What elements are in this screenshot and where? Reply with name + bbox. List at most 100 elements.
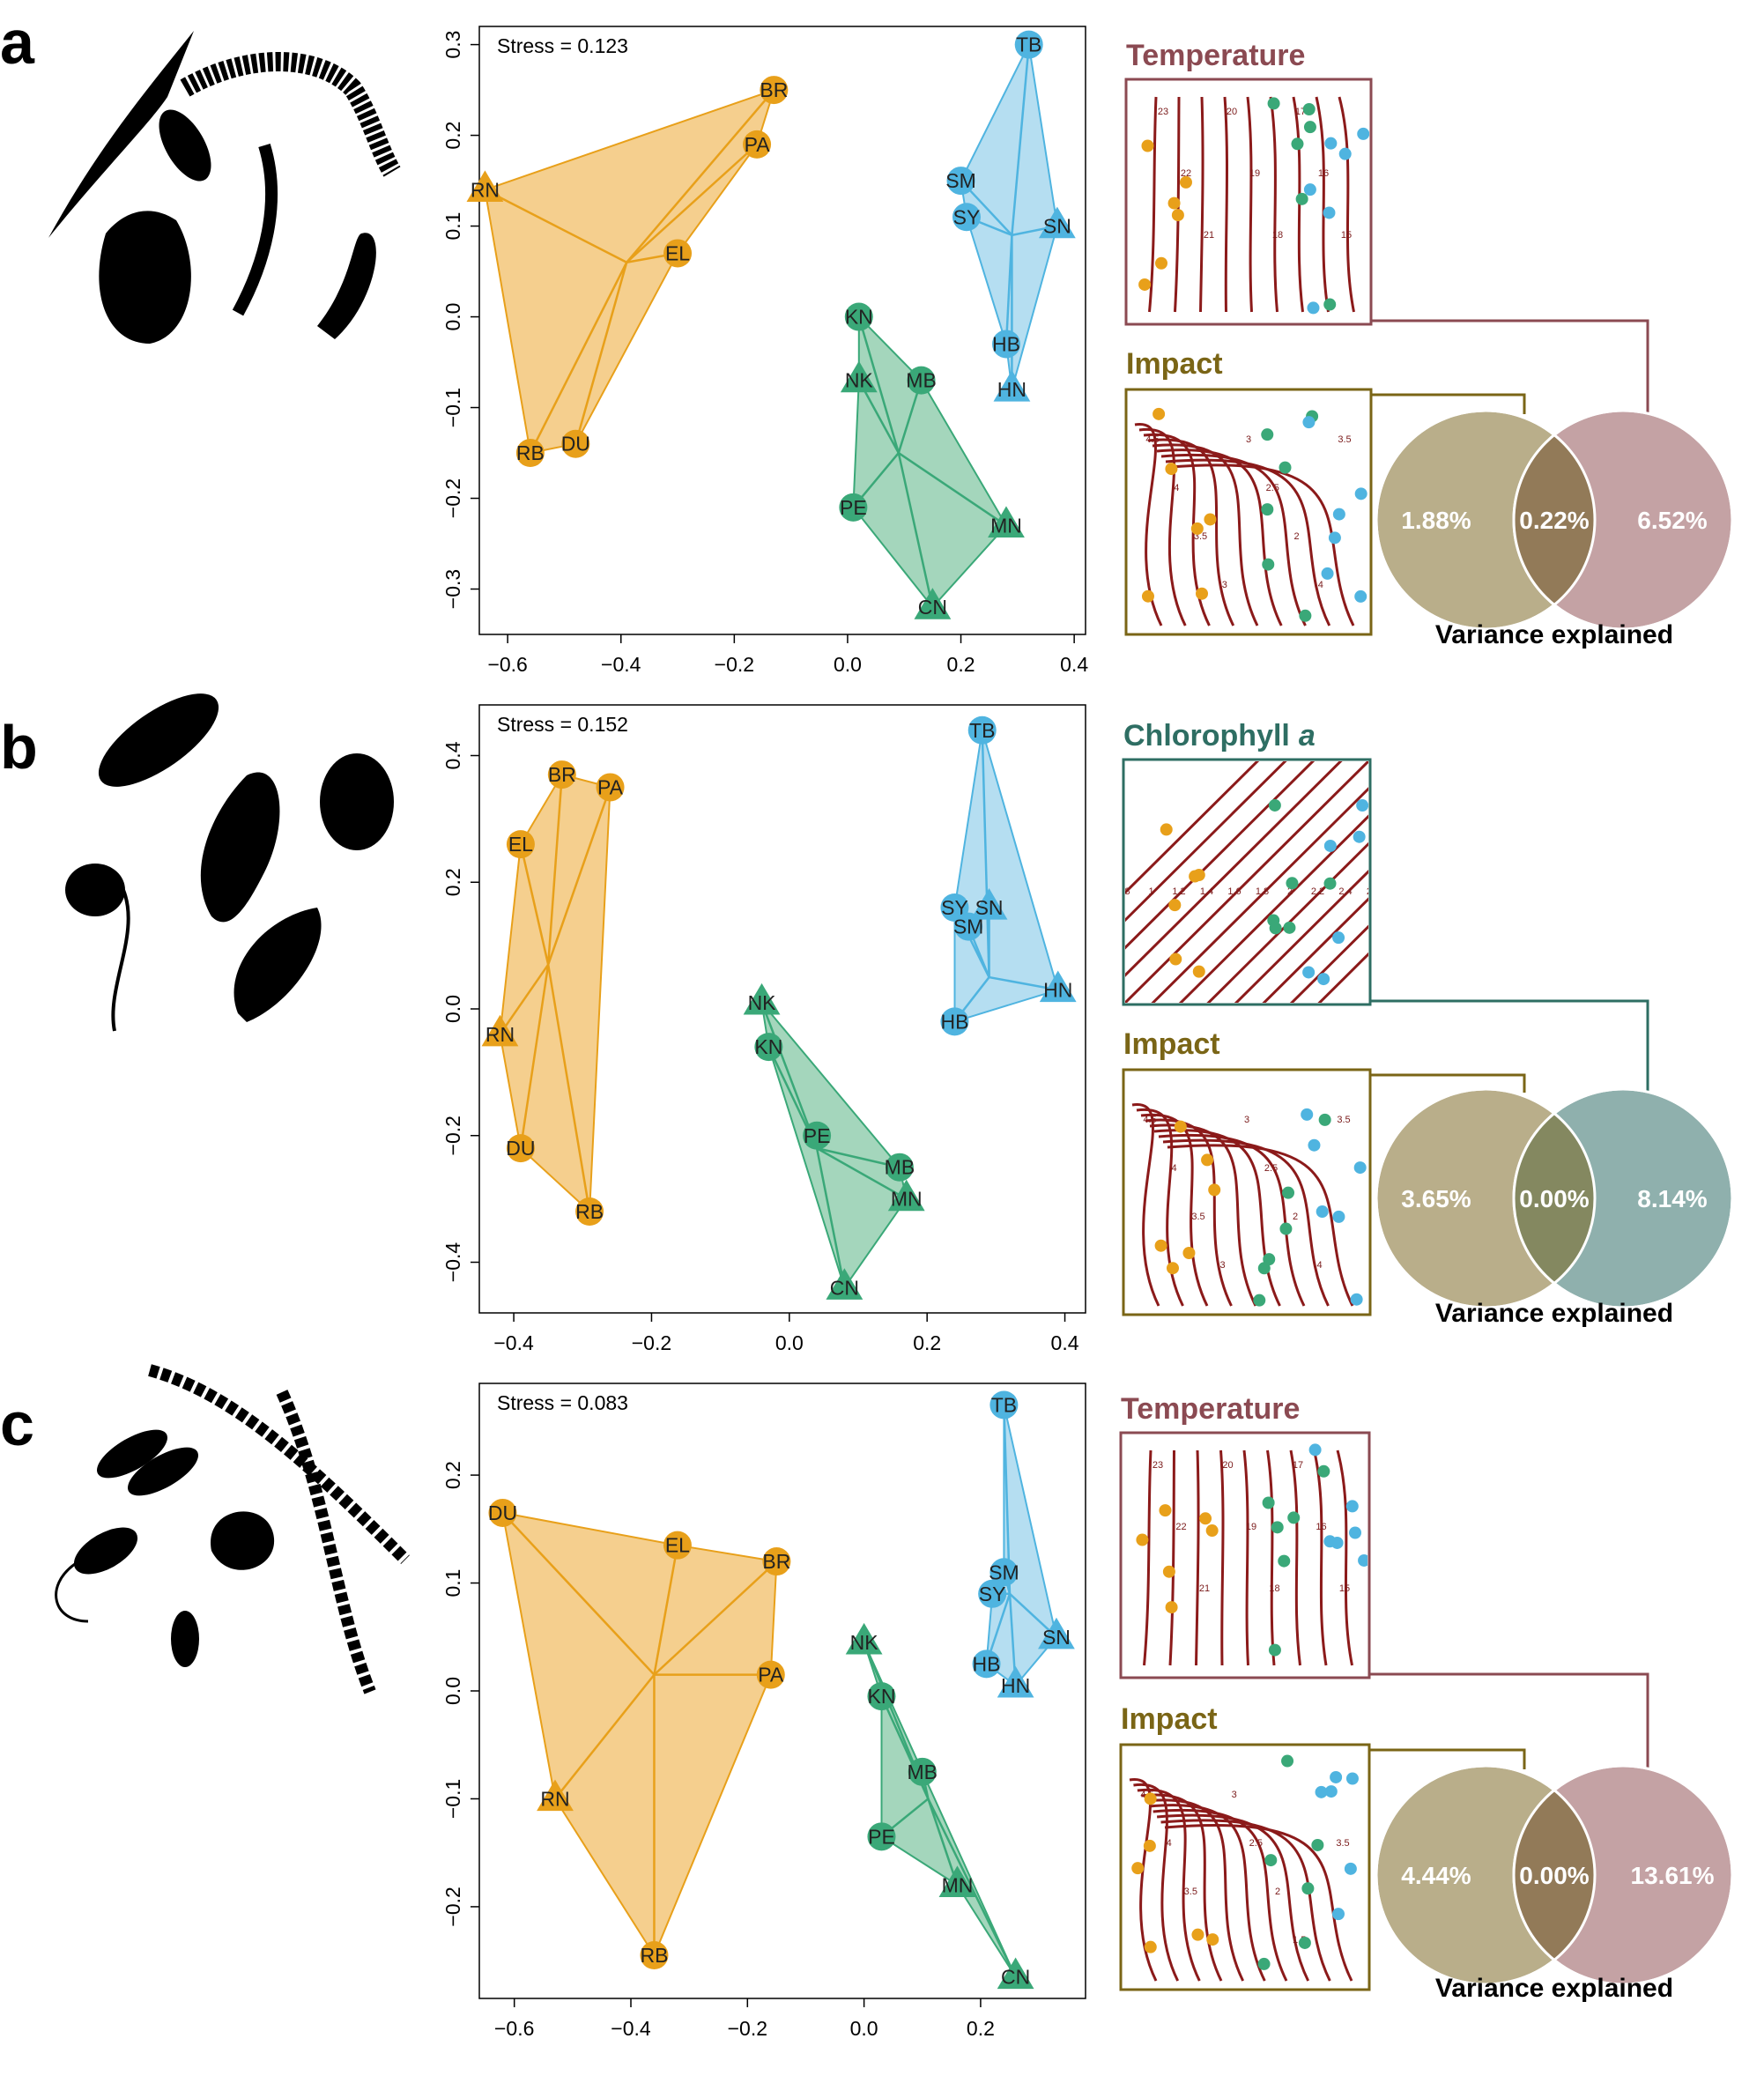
site-label: DU bbox=[561, 433, 590, 456]
site-label: PE bbox=[840, 496, 867, 519]
site-label: PE bbox=[804, 1124, 831, 1147]
site-dot bbox=[1301, 1108, 1314, 1121]
site-point-circle bbox=[967, 715, 997, 745]
site-dot bbox=[1199, 1512, 1212, 1525]
y-tick-label: 0.2 bbox=[441, 868, 464, 896]
site-point-circle bbox=[885, 1153, 914, 1182]
site-dot bbox=[1162, 1565, 1175, 1578]
panel-letter: a bbox=[0, 8, 35, 77]
venn-caption: Variance explained bbox=[1435, 1974, 1673, 2003]
site-label: MN bbox=[942, 1873, 974, 1896]
contour-label: 3 bbox=[1246, 434, 1251, 445]
top-map-title: Temperature bbox=[1121, 1392, 1300, 1426]
copepod-body-icon bbox=[159, 109, 211, 182]
spider-line bbox=[1009, 1592, 1057, 1638]
venn-outline bbox=[1375, 1087, 1597, 1309]
site-label: NK bbox=[850, 1631, 879, 1654]
site-label: SN bbox=[1042, 1626, 1071, 1649]
tunicate-icon bbox=[99, 211, 191, 344]
spider-line bbox=[898, 451, 1007, 527]
site-label: RB bbox=[575, 1200, 604, 1223]
green-group: NK KN MB PE MN CN bbox=[845, 1622, 1034, 1990]
contour-label: 0.8 bbox=[1116, 886, 1130, 897]
contour-line bbox=[1160, 1819, 1331, 1982]
site-point-circle bbox=[844, 302, 873, 331]
y-tick-label: −0.2 bbox=[441, 1116, 464, 1155]
spider-line bbox=[816, 1147, 908, 1200]
site-label: CN bbox=[830, 1276, 859, 1299]
site-dot bbox=[1159, 1504, 1172, 1517]
site-label: PE bbox=[868, 1825, 895, 1848]
contour-line bbox=[1199, 96, 1204, 313]
contour-line bbox=[1147, 438, 1235, 626]
contour-label: 3.5 bbox=[1338, 434, 1351, 445]
site-dot bbox=[1144, 1940, 1157, 1953]
contour-label: 18 bbox=[1269, 1583, 1279, 1594]
site-point-circle bbox=[1014, 30, 1043, 59]
x-tick-label: 0.2 bbox=[913, 1331, 941, 1354]
bacterium-icon bbox=[171, 1611, 199, 1667]
organism-icons-layer bbox=[48, 31, 410, 1694]
title-italic: a bbox=[1299, 719, 1316, 752]
site-point-triangle bbox=[887, 1179, 925, 1212]
site-label: HB bbox=[940, 1010, 968, 1033]
site-label: SN bbox=[975, 896, 1004, 919]
contour-line bbox=[1164, 1823, 1353, 1982]
venn-outline bbox=[1375, 409, 1597, 631]
site-point-circle bbox=[754, 1033, 783, 1062]
x-tick-label: 0.0 bbox=[775, 1331, 804, 1354]
contour-line bbox=[1165, 458, 1331, 626]
venn-middle-value: 0.00% bbox=[1519, 1862, 1589, 1889]
contour-line bbox=[1167, 1144, 1354, 1307]
site-point-circle bbox=[867, 1822, 896, 1851]
venn-diagram: 4.44% 0.00% 13.61% Variance explained bbox=[1369, 1672, 1734, 2003]
site-dot bbox=[1138, 278, 1152, 291]
contour-line bbox=[1148, 96, 1158, 313]
contour-line bbox=[1336, 1449, 1353, 1666]
contour-line bbox=[1262, 897, 1368, 1003]
site-dot bbox=[1318, 1113, 1331, 1126]
site-dot bbox=[1303, 121, 1316, 134]
site-dot bbox=[1191, 1928, 1204, 1941]
venn-right-value: 8.14% bbox=[1637, 1185, 1707, 1212]
contour-label: 19 bbox=[1246, 1522, 1256, 1532]
connector-top bbox=[1371, 319, 1649, 416]
site-dot bbox=[1131, 1862, 1145, 1875]
site-label: EL bbox=[665, 241, 690, 264]
contour-line bbox=[1156, 449, 1283, 626]
site-dot bbox=[1262, 558, 1275, 571]
site-point-circle bbox=[756, 1660, 785, 1689]
y-tick-label: −0.1 bbox=[441, 388, 464, 427]
site-label: DU bbox=[506, 1137, 535, 1160]
site-dot bbox=[1279, 1222, 1293, 1235]
bacterium-icon bbox=[73, 1527, 138, 1575]
bacteria-cluster-icon bbox=[211, 1511, 275, 1570]
contour-line bbox=[1168, 1449, 1175, 1666]
site-label: MB bbox=[885, 1156, 915, 1179]
x-tick-label: 0.2 bbox=[967, 2017, 995, 2040]
site-dot bbox=[1331, 1908, 1345, 1921]
site-point-circle bbox=[762, 1547, 791, 1576]
site-dot bbox=[1165, 1601, 1178, 1614]
spider-line bbox=[927, 1798, 959, 1886]
contour-line bbox=[1195, 1449, 1200, 1666]
site-label: TB bbox=[991, 1393, 1017, 1416]
site-point-circle bbox=[978, 1579, 1007, 1608]
copepod-icon bbox=[48, 31, 194, 238]
site-point-circle bbox=[488, 1498, 517, 1527]
x-tick-label: 0.0 bbox=[834, 653, 862, 676]
site-dot bbox=[1323, 298, 1337, 311]
contour-line bbox=[1137, 1788, 1201, 1982]
site-point-triangle bbox=[481, 1014, 519, 1047]
spider-line bbox=[653, 1545, 679, 1675]
site-dot bbox=[1192, 869, 1205, 882]
contour-label: 23 bbox=[1153, 1460, 1163, 1471]
site-dot bbox=[1324, 137, 1338, 150]
site-label: HN bbox=[1043, 978, 1072, 1001]
filament-icon bbox=[148, 1364, 410, 1564]
spider-line bbox=[857, 316, 901, 454]
site-label: SM bbox=[953, 916, 984, 938]
site-point-circle bbox=[940, 1007, 969, 1036]
site-point-circle bbox=[506, 830, 535, 859]
